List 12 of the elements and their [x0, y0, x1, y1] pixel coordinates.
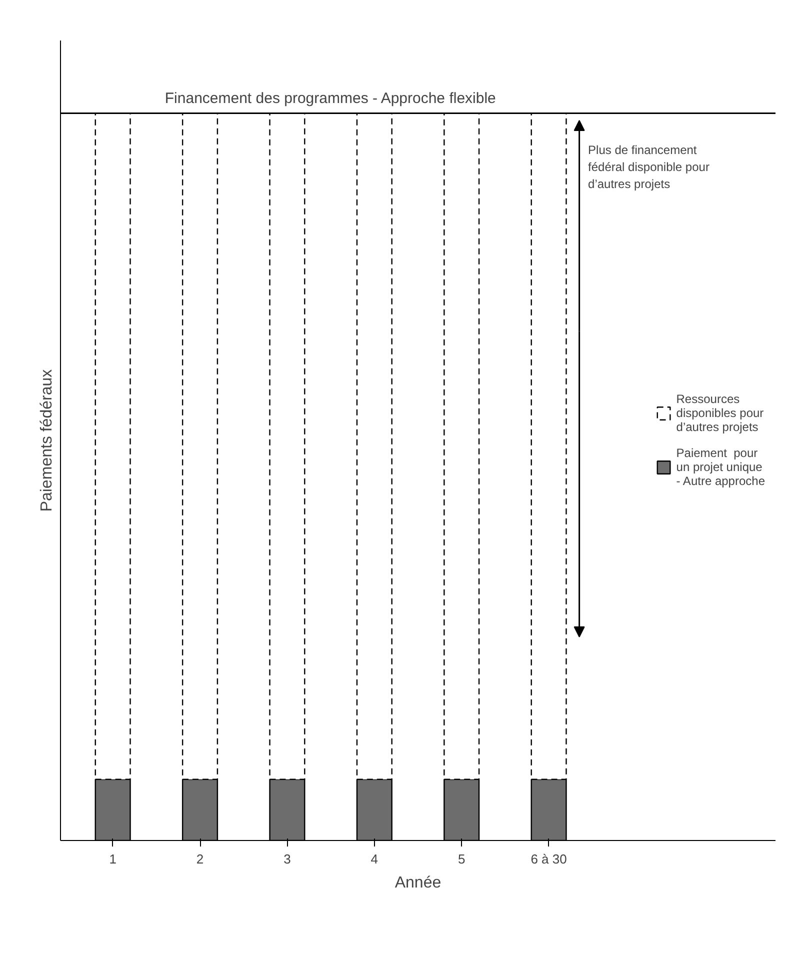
- annotation: Plus de financement fédéral disponible pour d’autres projets: [588, 143, 710, 191]
- legend-label: Paiement pour un projet unique - Autre approche: [676, 446, 765, 488]
- x-axis-title: Année: [394, 874, 442, 892]
- legend-label: Ressources disponibles pour d’autres projets: [676, 392, 764, 434]
- x-tick-label: 3: [284, 852, 291, 866]
- x-tick-label: 5: [458, 852, 466, 866]
- y-axis-title: Paiements fédéraux: [38, 369, 56, 512]
- ref-line-label: Financement des programmes - Approche flexible: [164, 90, 496, 108]
- x-tick-label: 6 à 30: [530, 852, 567, 866]
- x-tick-label: 1: [109, 852, 116, 866]
- x-tick-label: 2: [196, 852, 204, 866]
- x-tick-label: 4: [370, 852, 378, 866]
